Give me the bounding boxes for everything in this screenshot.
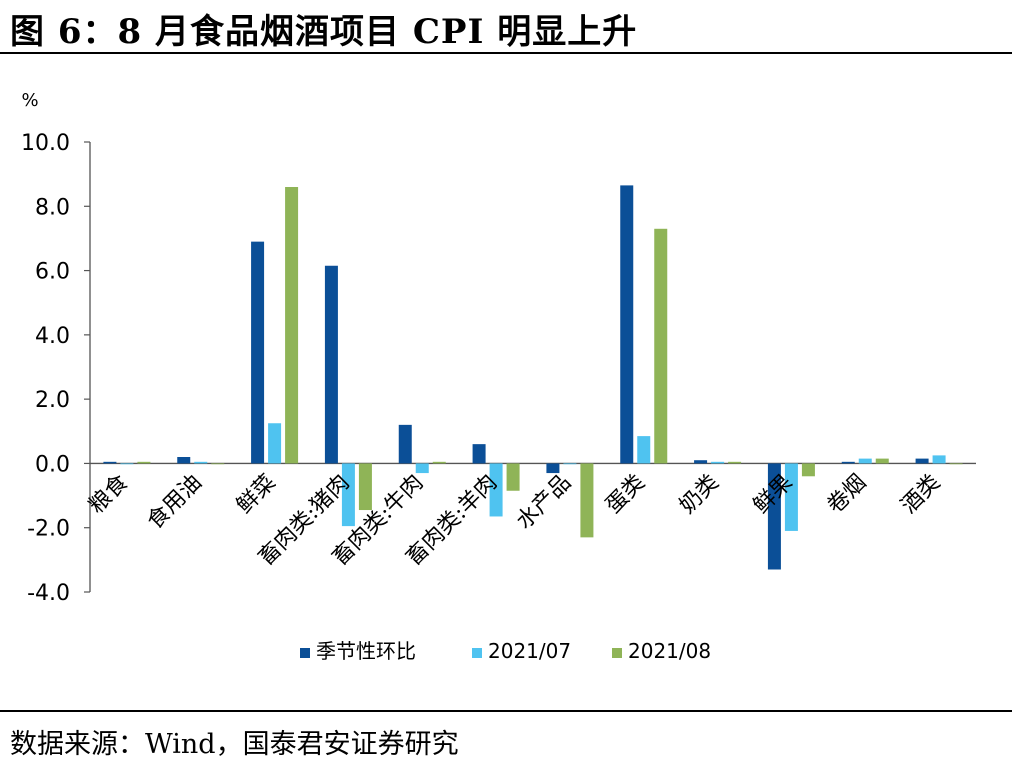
- bar-2-5: [506, 463, 520, 491]
- y-tick-label: -2.0: [27, 517, 70, 542]
- bar-0-9: [767, 463, 781, 570]
- bar-1-5: [489, 463, 503, 517]
- legend-label-1: 2021/07: [488, 639, 571, 663]
- legend-label-0: 季节性环比: [316, 639, 416, 663]
- x-category-label: 食用油: [143, 470, 207, 534]
- y-tick-label: 10.0: [21, 131, 70, 156]
- legend-swatch-0: [300, 648, 310, 658]
- bar-2-6: [580, 463, 594, 538]
- bar-2-0: [137, 461, 151, 464]
- y-tick-label: 8.0: [35, 195, 70, 220]
- y-tick-label: 4.0: [35, 324, 70, 349]
- x-category-label: 卷烟: [823, 470, 872, 519]
- bar-2-7: [654, 228, 668, 464]
- bar-2-8: [728, 461, 742, 464]
- bar-0-6: [546, 463, 560, 474]
- bar-1-6: [563, 463, 577, 465]
- bar-1-8: [711, 461, 725, 464]
- bar-2-4: [432, 461, 446, 464]
- bar-1-9: [784, 463, 798, 531]
- y-tick-label: 6.0: [35, 260, 70, 285]
- bar-0-10: [841, 461, 855, 464]
- bar-2-9: [801, 463, 815, 477]
- legend-label-2: 2021/08: [628, 639, 711, 663]
- x-category-label: 粮食: [84, 470, 133, 519]
- bar-chart: %10.08.06.04.02.00.0-2.0-4.0 粮食 食用油 鲜菜畜肉类:…: [21, 90, 976, 663]
- bar-1-1: [194, 461, 208, 464]
- bar-0-11: [915, 458, 929, 464]
- bar-2-3: [358, 463, 372, 511]
- bar-1-3: [341, 463, 355, 527]
- bar-1-7: [637, 436, 651, 464]
- y-tick-label: 2.0: [35, 388, 70, 413]
- x-category-label: 鲜菜: [232, 470, 281, 519]
- legend-swatch-2: [612, 648, 622, 658]
- bar-1-11: [932, 455, 946, 464]
- legend: 季节性环比 2021/07 2021/08: [300, 639, 711, 663]
- bar-2-2: [285, 187, 299, 464]
- bar-0-3: [324, 265, 338, 464]
- bar-2-1: [211, 463, 225, 465]
- axis-layer: % 10.0 8.0 6.0 4.0 2.0 0.0 -2.0 -4.0: [21, 90, 976, 606]
- bar-0-2: [251, 241, 265, 464]
- x-category-label: 酒类: [897, 470, 946, 519]
- y-tick-label: -4.0: [27, 581, 70, 606]
- y-tick-label: 0.0: [35, 452, 70, 477]
- bar-0-5: [472, 444, 486, 464]
- x-category-label: 奶类: [675, 470, 724, 519]
- bar-2-11: [949, 463, 963, 465]
- bar-1-10: [858, 458, 872, 464]
- bar-2-10: [875, 458, 889, 464]
- bar-0-8: [694, 460, 708, 464]
- title-rule: [0, 52, 1012, 54]
- source-rule: [0, 710, 1012, 712]
- x-category-label: 水产品: [512, 470, 576, 534]
- bar-1-2: [268, 423, 282, 464]
- bar-0-7: [620, 185, 634, 464]
- bar-1-0: [120, 463, 134, 465]
- bar-0-1: [177, 457, 191, 464]
- x-category-label: 蛋类: [601, 470, 650, 519]
- figure-title: 图 6：8 月食品烟酒项目 CPI 明显上升: [10, 12, 638, 52]
- legend-swatch-1: [472, 648, 482, 658]
- y-axis-unit-label: %: [21, 90, 38, 111]
- bar-0-4: [398, 424, 412, 464]
- bar-1-4: [415, 463, 429, 474]
- bar-0-0: [103, 461, 117, 464]
- bar-layer: [103, 185, 963, 570]
- figure-source: 数据来源：Wind，国泰君安证券研究: [10, 729, 459, 760]
